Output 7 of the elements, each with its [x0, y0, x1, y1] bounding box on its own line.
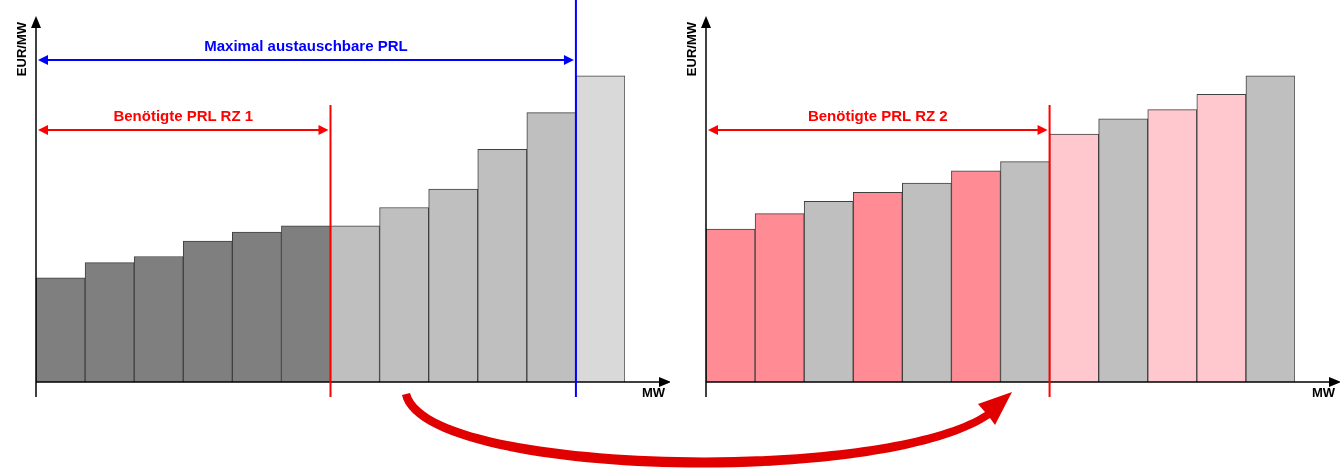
- x-axis-title: MW: [1311, 385, 1336, 401]
- annotation: Benötigte PRL RZ 2: [807, 106, 948, 124]
- text: Maximal austauschbare PRL: [204, 36, 408, 54]
- y-axis-title: EUR/MW: [683, 21, 699, 77]
- x-axis-title: MW: [641, 385, 666, 401]
- y-axis-title: EUR/MW: [13, 21, 29, 77]
- annotation: Benötigte PRL RZ 1: [113, 106, 254, 124]
